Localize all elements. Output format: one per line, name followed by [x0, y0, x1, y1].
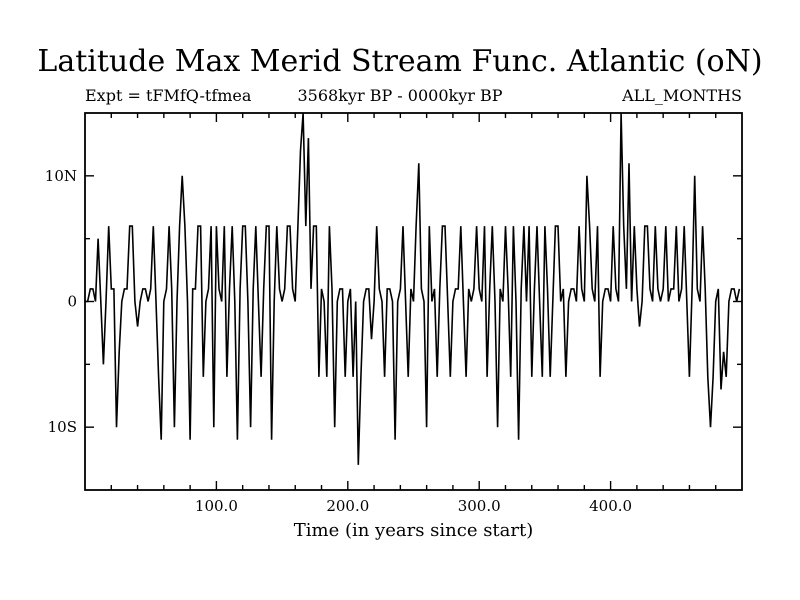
- x-tick-label: 300.0: [458, 497, 501, 515]
- x-tick-label: 100.0: [195, 497, 238, 515]
- time-range-label: 3568kyr BP - 0000kyr BP: [297, 86, 503, 105]
- chart-title: Latitude Max Merid Stream Func. Atlantic…: [37, 44, 763, 79]
- timeseries-line: [85, 112, 741, 465]
- experiment-label: Expt = tFMfQ-tfmea: [85, 86, 252, 105]
- x-tick-label: 400.0: [589, 497, 632, 515]
- x-tick-label: 200.0: [326, 497, 369, 515]
- y-tick-label: 10S: [48, 418, 77, 436]
- months-label: ALL_MONTHS: [622, 86, 742, 105]
- axis-tick-labels: 100.0 200.0 300.0 400.0 10N 0 10S: [45, 167, 632, 515]
- axis-ticks: [85, 113, 742, 490]
- y-tick-label: 10N: [45, 167, 77, 185]
- x-axis-title: Time (in years since start): [293, 520, 534, 541]
- y-tick-label: 0: [67, 293, 77, 311]
